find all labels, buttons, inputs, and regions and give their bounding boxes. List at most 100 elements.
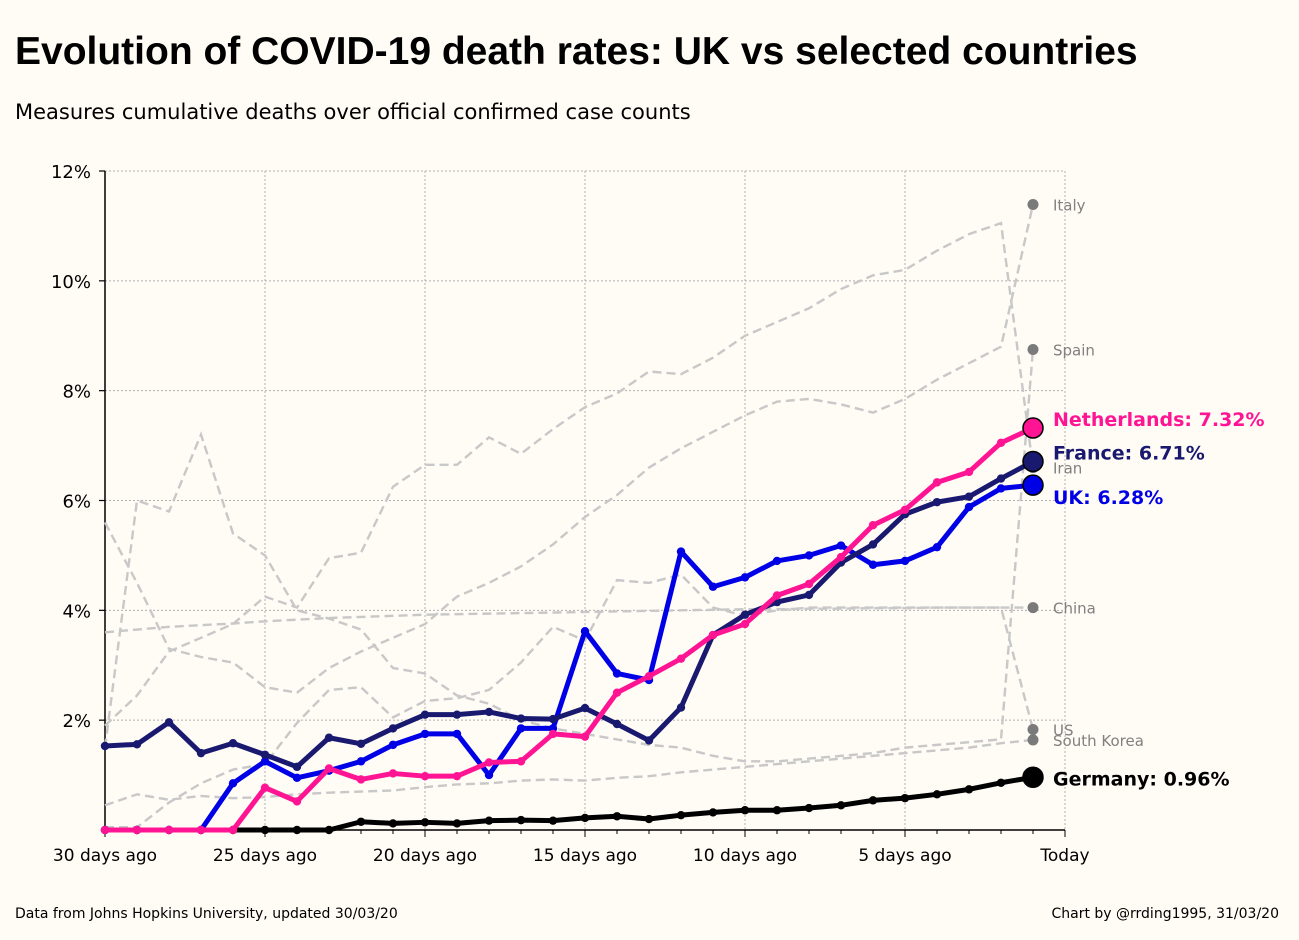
- data-point: [708, 808, 718, 817]
- series-end-marker: [1027, 724, 1039, 736]
- data-point: [292, 773, 302, 783]
- data-point: [260, 750, 270, 759]
- series-end-marker: [1027, 198, 1039, 210]
- data-point: [388, 740, 398, 750]
- data-point: [644, 814, 654, 824]
- data-point: [964, 467, 974, 477]
- data-point: [356, 739, 366, 748]
- data-point: [612, 688, 622, 697]
- data-point: [196, 825, 206, 835]
- data-point: [740, 610, 750, 619]
- series-label: Germany: 0.96%: [1053, 768, 1230, 790]
- data-point: [612, 719, 622, 729]
- data-point: [676, 547, 686, 556]
- data-point: [964, 502, 974, 512]
- data-point: [580, 627, 590, 636]
- y-tick-label: 6%: [62, 492, 91, 513]
- data-point: [740, 573, 750, 582]
- data-point: [388, 819, 398, 828]
- data-point: [836, 552, 846, 562]
- data-point: [516, 714, 526, 723]
- data-point: [676, 810, 686, 820]
- data-point: [868, 560, 878, 569]
- data-point: [292, 825, 302, 835]
- highlighted-series: [100, 417, 1044, 835]
- data-point: [868, 521, 878, 530]
- series-end-marker: [1022, 417, 1044, 439]
- data-point: [260, 783, 270, 792]
- series-label: Italy: [1053, 196, 1086, 214]
- series-line-iran: [104, 221, 1035, 727]
- data-point: [676, 703, 686, 712]
- data-point: [996, 484, 1006, 493]
- x-tick-label: 10 days ago: [693, 846, 797, 866]
- data-point: [484, 707, 494, 717]
- y-tick-label: 10%: [51, 272, 91, 293]
- series-label: France: 6.71%: [1053, 443, 1205, 465]
- data-point: [420, 710, 430, 719]
- data-point: [292, 797, 302, 806]
- data-point: [932, 478, 942, 487]
- data-point: [356, 817, 366, 826]
- data-point: [996, 778, 1006, 787]
- data-point: [740, 806, 750, 815]
- data-point: [228, 779, 238, 788]
- data-point: [612, 812, 622, 821]
- data-point: [260, 825, 270, 835]
- data-point: [484, 816, 494, 825]
- data-point: [836, 801, 846, 810]
- data-point: [324, 825, 334, 835]
- data-point: [548, 729, 558, 739]
- data-point: [900, 793, 910, 803]
- data-point: [452, 771, 462, 781]
- data-point: [804, 803, 814, 813]
- data-point: [708, 582, 718, 591]
- data-point: [420, 818, 430, 827]
- y-tick-label: 12%: [51, 162, 91, 183]
- series-line-france: [104, 459, 1035, 770]
- data-point: [324, 733, 334, 742]
- series-label: Iran: [1053, 460, 1082, 478]
- data-point: [388, 724, 398, 733]
- data-point: [644, 672, 654, 681]
- axes: 2% 4% 6% 8% 10% 12% 30 days ago 25 days ago 20 d…: [51, 162, 1090, 866]
- data-point: [132, 740, 142, 749]
- y-tick-label: 8%: [62, 382, 91, 403]
- series-line-italy: [103, 204, 1035, 694]
- data-point: [932, 542, 942, 552]
- data-point: [228, 739, 238, 748]
- data-point: [964, 785, 974, 794]
- y-tick-label: 2%: [62, 711, 91, 732]
- series-label: Spain: [1053, 341, 1095, 359]
- data-point: [804, 590, 814, 600]
- data-point: [100, 825, 110, 835]
- data-point: [516, 815, 526, 825]
- series-end-marker: [1022, 766, 1044, 789]
- series-label: South Korea: [1053, 732, 1144, 750]
- data-point: [260, 757, 270, 766]
- y-tick-label: 4%: [62, 601, 91, 622]
- series-line-germany: [105, 774, 1034, 833]
- data-point: [612, 669, 622, 678]
- data-point: [580, 732, 590, 741]
- data-point: [484, 770, 494, 780]
- data-point: [900, 505, 910, 515]
- data-point: [932, 497, 942, 507]
- data-point: [676, 654, 686, 663]
- data-point: [100, 741, 110, 751]
- series-label: China: [1053, 600, 1096, 618]
- data-point: [516, 757, 526, 766]
- data-point: [580, 703, 590, 713]
- series-line-spain: [103, 349, 1035, 763]
- data-point: [356, 775, 366, 784]
- data-point: [228, 825, 238, 835]
- series-label: UK: 6.28%: [1053, 487, 1163, 509]
- data-point: [356, 757, 366, 766]
- x-tick-label: 15 days ago: [533, 846, 637, 866]
- data-point: [164, 825, 174, 835]
- data-point: [548, 816, 558, 825]
- data-point: [772, 556, 782, 566]
- data-point: [932, 790, 942, 799]
- series-end-marker: [1027, 343, 1039, 355]
